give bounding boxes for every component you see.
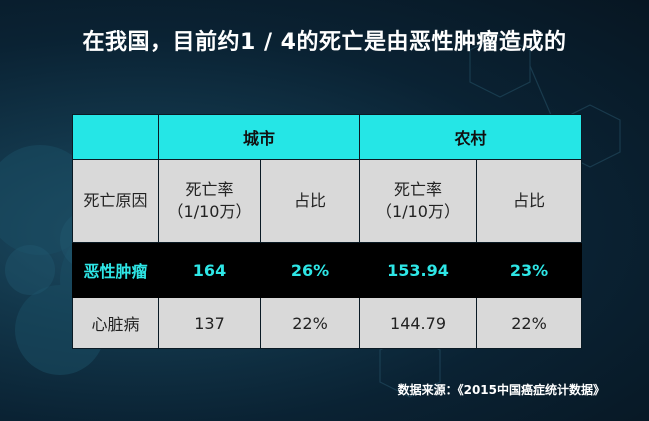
group-header-city: 城市: [157, 114, 361, 160]
city-rate-cell: 164: [158, 242, 261, 298]
table-row-heart-disease: 心脏病 137 22% 144.79 22%: [72, 297, 583, 349]
group-header-rural: 农村: [359, 114, 583, 160]
city-share-cell: 22%: [259, 297, 361, 349]
rural-rate-cell: 153.94: [359, 242, 478, 298]
rural-rate-header: 死亡率 （1/10万）: [359, 159, 478, 243]
city-rate-header-line2: （1/10万）: [167, 202, 252, 221]
city-share-header: 占比: [259, 159, 361, 243]
rural-share-header: 占比: [476, 159, 583, 243]
cause-cell: 恶性肿瘤: [72, 242, 159, 298]
row-header-cause: 死亡原因: [72, 159, 159, 243]
cause-cell: 心脏病: [72, 297, 159, 349]
city-share-cell: 26%: [259, 242, 361, 298]
city-rate-header: 死亡率 （1/10万）: [158, 159, 261, 243]
rural-rate-header-line2: （1/10万）: [376, 202, 460, 221]
rural-rate-cell: 144.79: [359, 297, 478, 349]
rural-share-cell: 22%: [476, 297, 583, 349]
data-source-note: 数据来源：《2015中国癌症统计数据》: [397, 383, 605, 397]
mortality-table: 城市 农村 死亡原因 死亡率 （1/10万） 占比 死亡率 （1/10万） 占比…: [72, 114, 583, 349]
city-rate-header-line1: 死亡率: [185, 180, 234, 199]
rural-share-cell: 23%: [476, 242, 583, 298]
table-row-cancer: 恶性肿瘤 164 26% 153.94 23%: [72, 242, 583, 298]
city-rate-cell: 137: [158, 297, 261, 349]
header-corner-cell: [72, 114, 159, 160]
table-subheader-row: 死亡原因 死亡率 （1/10万） 占比 死亡率 （1/10万） 占比: [72, 159, 583, 243]
page-title: 在我国，目前约1 / 4的死亡是由恶性肿瘤造成的: [82, 30, 567, 55]
table-header-row: 城市 农村: [72, 114, 583, 160]
rural-rate-header-line1: 死亡率: [394, 180, 443, 199]
